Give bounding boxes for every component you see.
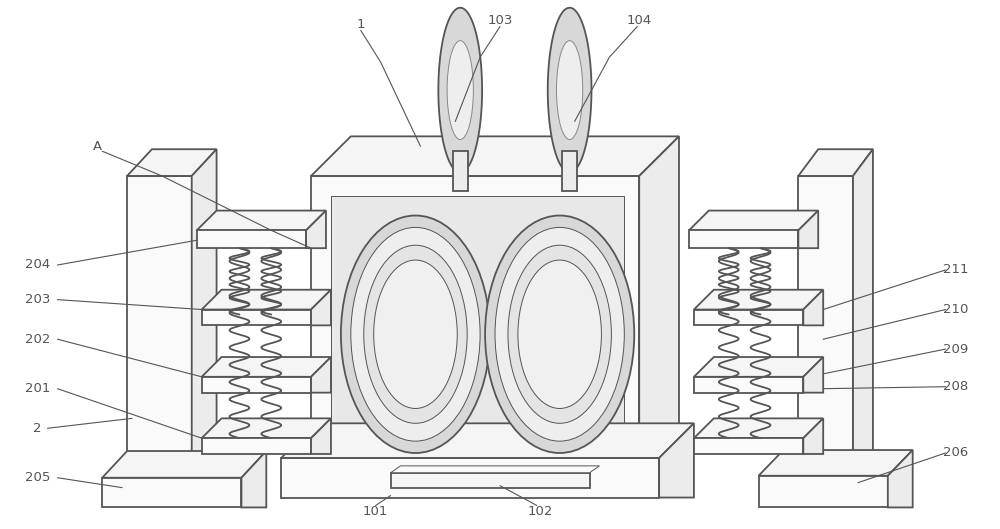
Polygon shape — [391, 473, 590, 488]
Polygon shape — [311, 176, 639, 463]
Polygon shape — [438, 8, 482, 172]
Polygon shape — [202, 357, 331, 377]
Polygon shape — [694, 309, 803, 325]
Polygon shape — [102, 478, 241, 507]
Polygon shape — [798, 211, 818, 248]
Polygon shape — [311, 418, 331, 454]
Ellipse shape — [447, 41, 473, 140]
Polygon shape — [391, 466, 599, 473]
Polygon shape — [102, 451, 266, 478]
Polygon shape — [639, 136, 679, 463]
Polygon shape — [197, 211, 326, 230]
Polygon shape — [202, 309, 311, 325]
Polygon shape — [127, 149, 217, 176]
Text: 202: 202 — [25, 333, 50, 346]
Polygon shape — [694, 377, 803, 393]
Polygon shape — [453, 151, 468, 191]
Polygon shape — [311, 290, 331, 325]
Text: 208: 208 — [943, 380, 968, 393]
Polygon shape — [803, 290, 823, 325]
Polygon shape — [562, 151, 577, 191]
Text: 1: 1 — [357, 18, 365, 31]
Polygon shape — [192, 149, 217, 488]
Text: 104: 104 — [627, 14, 652, 27]
Text: 201: 201 — [25, 382, 50, 395]
Polygon shape — [202, 290, 331, 309]
Ellipse shape — [556, 41, 583, 140]
Polygon shape — [888, 450, 913, 507]
Polygon shape — [803, 418, 823, 454]
Polygon shape — [197, 230, 306, 248]
Ellipse shape — [374, 260, 457, 408]
Polygon shape — [241, 451, 266, 507]
Polygon shape — [798, 176, 853, 488]
Polygon shape — [759, 450, 913, 476]
Text: 102: 102 — [527, 505, 552, 518]
Text: 206: 206 — [943, 446, 968, 460]
Polygon shape — [689, 211, 818, 230]
Polygon shape — [694, 290, 823, 309]
Polygon shape — [127, 176, 192, 488]
Text: A: A — [93, 140, 102, 153]
Ellipse shape — [341, 215, 490, 453]
Text: 203: 203 — [25, 293, 50, 306]
Polygon shape — [311, 357, 331, 393]
Polygon shape — [306, 211, 326, 248]
Polygon shape — [689, 230, 798, 248]
Polygon shape — [202, 438, 311, 454]
Text: 101: 101 — [363, 505, 388, 518]
Polygon shape — [694, 357, 823, 377]
Ellipse shape — [364, 245, 467, 423]
Text: 211: 211 — [943, 263, 968, 277]
Text: 204: 204 — [25, 259, 50, 271]
Polygon shape — [202, 418, 331, 438]
Ellipse shape — [518, 260, 601, 408]
Polygon shape — [281, 458, 659, 498]
Text: 209: 209 — [943, 343, 968, 355]
Polygon shape — [311, 136, 679, 176]
Ellipse shape — [495, 227, 624, 441]
Text: 210: 210 — [943, 303, 968, 316]
Ellipse shape — [351, 227, 480, 441]
Ellipse shape — [508, 245, 611, 423]
Ellipse shape — [485, 215, 634, 453]
Polygon shape — [798, 149, 873, 176]
Polygon shape — [694, 438, 803, 454]
Polygon shape — [694, 418, 823, 438]
Polygon shape — [803, 357, 823, 393]
Polygon shape — [281, 423, 694, 458]
Polygon shape — [659, 423, 694, 498]
Polygon shape — [202, 377, 311, 393]
Polygon shape — [853, 149, 873, 488]
Polygon shape — [759, 476, 888, 507]
Polygon shape — [331, 196, 624, 448]
Text: 205: 205 — [25, 471, 50, 484]
Polygon shape — [548, 8, 591, 172]
Text: 2: 2 — [33, 422, 42, 435]
Text: 103: 103 — [487, 14, 513, 27]
